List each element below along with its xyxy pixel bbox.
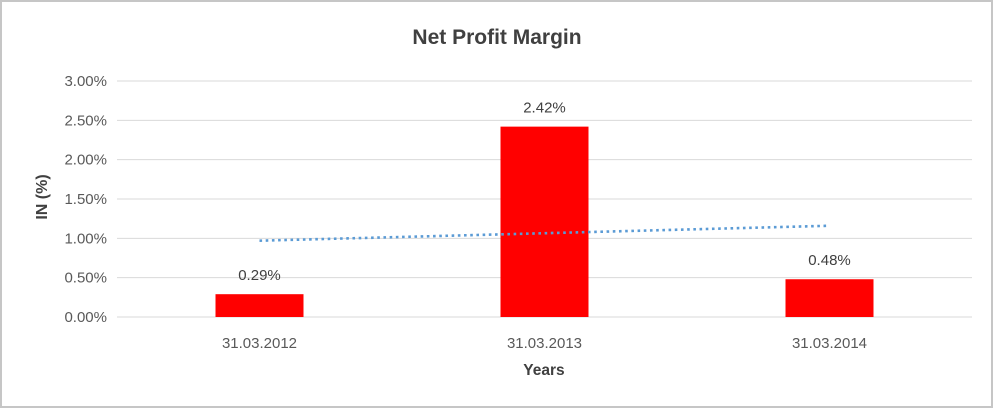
y-tick-label: 1.00% xyxy=(64,230,107,247)
trendline xyxy=(259,224,830,242)
y-tick-label: 2.00% xyxy=(64,152,107,169)
x-axis-title: Years xyxy=(523,362,565,379)
x-category-label: 31.03.2013 xyxy=(507,335,582,352)
bar xyxy=(785,279,874,317)
y-tick-label: 1.50% xyxy=(64,191,107,208)
y-tick-label: 3.00% xyxy=(64,73,107,90)
y-tick-label: 0.00% xyxy=(64,309,107,326)
y-axis-title: IN (%) xyxy=(34,174,51,220)
x-category-label: 31.03.2014 xyxy=(792,335,867,352)
bar-value-label: 0.48% xyxy=(808,252,851,269)
chart-title: Net Profit Margin xyxy=(412,26,582,49)
bar xyxy=(500,126,589,317)
y-tick-label: 2.50% xyxy=(64,112,107,129)
bar-value-label: 2.42% xyxy=(523,100,566,117)
x-category-label: 31.03.2012 xyxy=(222,335,297,352)
y-tick-label: 0.50% xyxy=(64,270,107,287)
bar xyxy=(215,294,304,317)
bar-value-label: 0.29% xyxy=(238,267,281,284)
